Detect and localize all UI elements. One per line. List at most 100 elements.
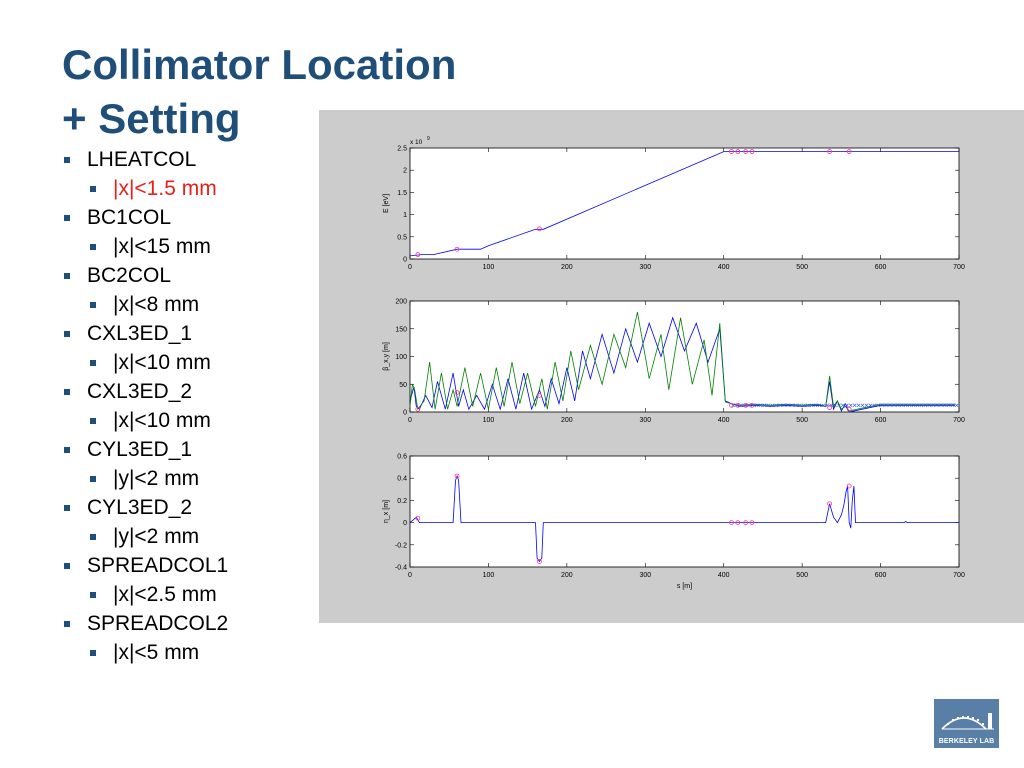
lattice-marker — [848, 403, 853, 408]
lattice-marker — [829, 403, 833, 408]
y-tick-label: 0 — [403, 257, 407, 264]
collimator-marker — [729, 149, 734, 154]
y-tick-label: -0.4 — [395, 565, 407, 572]
lattice-marker — [864, 403, 869, 408]
lattice-marker — [817, 403, 822, 408]
lattice-marker — [907, 403, 912, 408]
lattice-marker — [774, 403, 779, 408]
lattice-marker — [919, 403, 924, 408]
collimator-marker — [846, 149, 852, 154]
lattice-marker — [950, 403, 955, 408]
y-tick-label: 0.4 — [397, 476, 407, 483]
y-tick-label: 50 — [399, 382, 407, 389]
lattice-marker — [860, 403, 865, 408]
y-tick-label: 0.5 — [397, 234, 407, 241]
x-tick-label: 600 — [875, 264, 887, 271]
series-line — [409, 151, 959, 257]
lattice-marker — [731, 403, 735, 408]
collimator-marker — [537, 392, 542, 398]
plot-area — [409, 455, 960, 568]
series-line — [409, 474, 959, 563]
collimator-marker — [729, 520, 734, 526]
x-tick-label: 400 — [718, 572, 730, 579]
lattice-marker — [935, 403, 939, 408]
y-axis-label: E [eV] — [383, 194, 390, 213]
x-tick-label: 0 — [408, 417, 412, 424]
x-tick-label: 600 — [875, 417, 887, 424]
series-line — [409, 312, 956, 412]
lattice-marker — [888, 403, 892, 408]
y-axis-label: β_x,y [m] — [383, 342, 390, 371]
collimator-setting: |x|<5 mm — [62, 638, 322, 667]
lattice-marker — [801, 403, 806, 408]
collimator-marker — [729, 402, 734, 408]
x-tick-label: 0 — [408, 572, 412, 579]
x-tick-label: 500 — [796, 264, 808, 271]
lattice-marker — [892, 403, 896, 408]
lattice-marker — [939, 403, 943, 408]
lattice-marker — [943, 403, 947, 408]
berkeley-lab-logo: BERKELEY LAB — [934, 699, 999, 748]
collimator-name: SPREADCOL1 — [62, 551, 322, 580]
x-tick-label: 400 — [718, 264, 730, 271]
x-tick-label: 400 — [718, 417, 730, 424]
lattice-marker — [809, 403, 814, 408]
collimator-marker — [749, 520, 755, 526]
collimator-marker — [743, 149, 749, 154]
x-tick-label: 100 — [483, 417, 495, 424]
collimator-setting: |x|<1.5 mm — [62, 174, 322, 203]
slide-title: Collimator Location + Setting — [62, 38, 456, 146]
collimator-marker — [415, 252, 421, 257]
lattice-marker — [790, 403, 794, 408]
lattice-marker — [903, 403, 908, 408]
collimator-setting: |y|<2 mm — [62, 464, 322, 493]
lattice-marker — [782, 403, 786, 408]
collimator-setting: |y|<2 mm — [62, 522, 322, 551]
collimator-name: LHEATCOL — [62, 145, 322, 174]
x-tick-label: 100 — [483, 264, 495, 271]
collimator-marker — [537, 226, 542, 232]
x-tick-label: 300 — [639, 417, 651, 424]
y-tick-label: 0 — [403, 410, 407, 417]
y-tick-label: 0.6 — [397, 454, 407, 461]
collimator-marker — [827, 405, 832, 410]
title-line-2: + Setting — [62, 95, 241, 142]
collimator-marker — [743, 520, 749, 526]
optics-figure: 0 100 200 300 400 500 600 700 0 0.5 1 1.5 2 2.5 E [eV]… — [319, 110, 1024, 623]
plot-area — [409, 300, 960, 413]
x-tick-label: 100 — [483, 572, 495, 579]
lattice-marker — [868, 403, 873, 408]
collimator-marker — [454, 246, 460, 252]
collimator-name: SPREADCOL2 — [62, 609, 322, 638]
lattice-marker — [833, 403, 837, 408]
x-tick-label: 200 — [561, 417, 573, 424]
y-tick-label: 1 — [403, 212, 407, 219]
collimator-name: BC1COL — [62, 203, 322, 232]
collimator-name: CXL3ED_2 — [62, 377, 322, 406]
x-tick-label: 200 — [561, 264, 573, 271]
collimator-name: BC2COL — [62, 261, 322, 290]
collimator-marker — [735, 149, 741, 154]
x-tick-label: 500 — [796, 572, 808, 579]
collimator-marker — [415, 515, 421, 521]
collimator-name: CXL3ED_1 — [62, 319, 322, 348]
lattice-marker — [876, 403, 881, 408]
lattice-marker — [813, 403, 818, 408]
lattice-marker — [856, 403, 861, 408]
lattice-marker — [852, 403, 857, 408]
x-tick-label: 700 — [953, 417, 965, 424]
collimator-setting: |x|<10 mm — [62, 406, 322, 435]
collimator-marker — [537, 559, 542, 564]
lattice-marker — [884, 403, 888, 408]
collimator-marker — [827, 149, 832, 154]
lattice-marker — [786, 403, 790, 408]
logo-text: BERKELEY LAB — [938, 738, 995, 745]
lattice-marker — [837, 403, 841, 408]
lattice-marker — [778, 403, 782, 408]
x-axis-label: s [m] — [677, 583, 692, 590]
lattice-marker — [927, 403, 932, 408]
lattice-marker — [805, 403, 810, 408]
lattice-marker — [896, 403, 900, 408]
collimator-marker — [846, 483, 852, 489]
